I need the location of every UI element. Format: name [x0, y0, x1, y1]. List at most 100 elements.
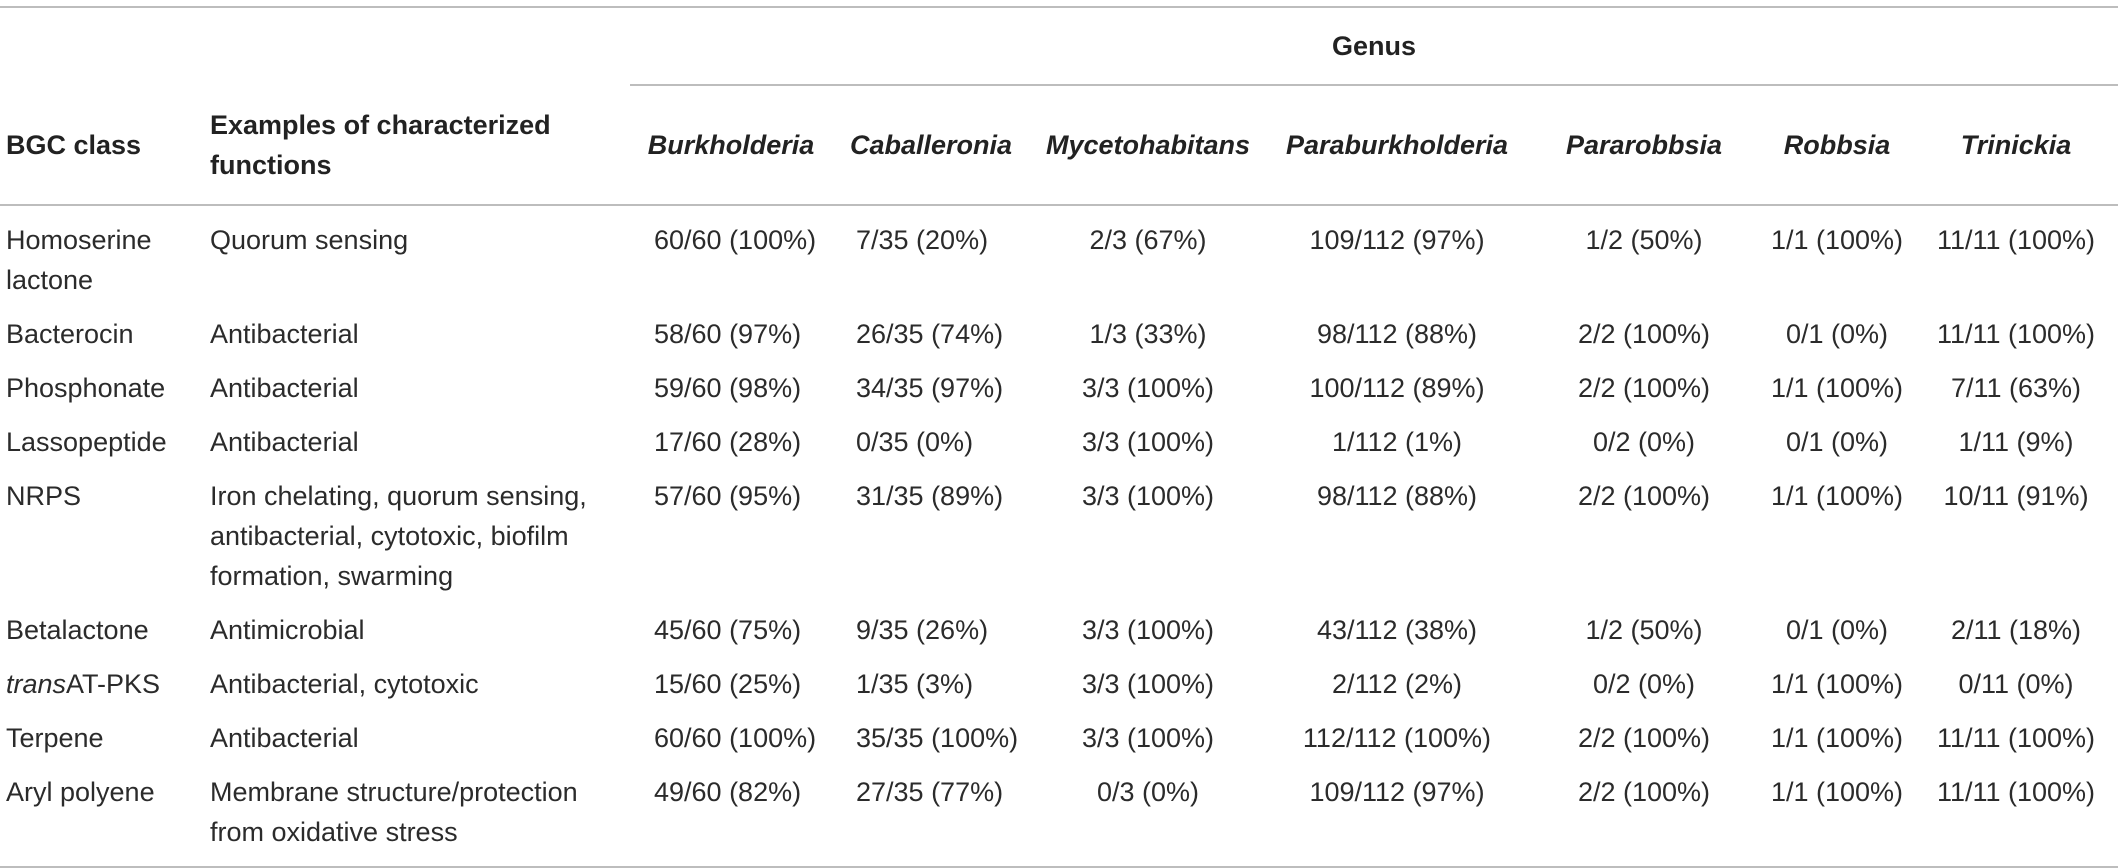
page: Genus BGC class Examples of characterize… [0, 7, 2118, 867]
header-functions: Examples of characterized functions [210, 109, 551, 180]
bgc-class-cell: Homoserine lactone [0, 205, 210, 305]
functions-cell: Antimicrobial [210, 615, 365, 645]
bgc-class-text: AT-PKS [66, 669, 161, 699]
column-header-row: BGC class Examples of characterized func… [0, 85, 2118, 205]
bgc-class-italic: trans [6, 669, 67, 699]
value-cell: 2/2 (100%) [1577, 319, 1711, 349]
value-cell: 3/3 (100%) [1081, 723, 1215, 753]
value-cell: 10/11 (91%) [1943, 481, 2089, 511]
value-cell: 17/60 (28%) [654, 427, 802, 457]
genus-header: Genus [630, 7, 2118, 86]
value-cell: 45/60 (75%) [654, 615, 802, 645]
bgc-class-text: Phosphonate [6, 373, 166, 403]
value-cell: 1/1 (100%) [1770, 723, 1904, 753]
header-genus: Paraburkholderia [1285, 130, 1509, 160]
value-cell: 11/11 (100%) [1936, 777, 2096, 807]
value-cell: 98/112 (88%) [1316, 319, 1478, 349]
value-cell: 59/60 (98%) [654, 373, 802, 403]
table-row: Aryl polyene Membrane structure/protectio… [0, 763, 2118, 867]
header-genus: Pararobbsia [1565, 130, 1723, 160]
value-cell: 1/1 (100%) [1770, 373, 1904, 403]
header-bgc-class: BGC class [6, 129, 142, 160]
table-body: Homoserine lactone Quorum sensing 60/60 (1… [0, 205, 2118, 867]
value-cell: 1/3 (33%) [1089, 319, 1207, 349]
value-cell: 60/60 (100%) [654, 225, 817, 255]
functions-cell: Quorum sensing [210, 225, 409, 255]
bgc-class-text: Lassopeptide [6, 427, 167, 457]
value-cell: 100/112 (89%) [1309, 373, 1485, 403]
value-cell: 1/1 (100%) [1770, 777, 1904, 807]
bgc-class-text: NRPS [6, 481, 82, 511]
functions-cell: Membrane structure/protection from oxida… [210, 777, 578, 847]
value-cell: 1/11 (9%) [1958, 427, 2074, 457]
value-cell: 109/112 (97%) [1309, 225, 1485, 255]
value-cell: 3/3 (100%) [1081, 373, 1215, 403]
header-genus: Mycetohabitans [1045, 130, 1251, 160]
bgc-class-cell: NRPS [0, 467, 210, 601]
bgc-table: Genus BGC class Examples of characterize… [0, 6, 2118, 868]
table-row: Bacterocin Antibacterial 58/60 (97%) 26/35 … [0, 305, 2118, 359]
value-cell: 3/3 (100%) [1081, 427, 1215, 457]
value-cell: 1/1 (100%) [1770, 481, 1904, 511]
value-cell: 2/2 (100%) [1577, 777, 1711, 807]
bgc-class-cell: transAT-PKS [0, 655, 210, 709]
value-cell: 35/35 (100%) [856, 723, 1019, 753]
value-cell: 2/2 (100%) [1577, 373, 1711, 403]
header-genus: Robbsia [1783, 130, 1891, 160]
table-row: NRPS Iron chelating, quorum sensing, anti… [0, 467, 2118, 601]
value-cell: 1/1 (100%) [1770, 669, 1904, 699]
value-cell: 0/2 (0%) [1592, 427, 1696, 457]
bgc-class-cell: Aryl polyene [0, 763, 210, 867]
value-cell: 58/60 (97%) [654, 319, 802, 349]
value-cell: 3/3 (100%) [1081, 481, 1215, 511]
value-cell: 2/11 (18%) [1950, 615, 2082, 645]
bgc-class-text: Betalactone [6, 615, 149, 645]
value-cell: 0/2 (0%) [1592, 669, 1696, 699]
value-cell: 11/11 (100%) [1936, 319, 2096, 349]
value-cell: 11/11 (100%) [1936, 723, 2096, 753]
value-cell: 9/35 (26%) [856, 615, 989, 645]
value-cell: 0/11 (0%) [1958, 669, 2074, 699]
value-cell: 1/2 (50%) [1585, 225, 1703, 255]
table-row: Lassopeptide Antibacterial 17/60 (28%) 0/35… [0, 413, 2118, 467]
value-cell: 98/112 (88%) [1316, 481, 1478, 511]
bgc-class-text: Terpene [6, 723, 104, 753]
value-cell: 7/11 (63%) [1950, 373, 2082, 403]
header-genus: Trinickia [1960, 130, 2072, 160]
functions-cell: Iron chelating, quorum sensing, antibact… [210, 481, 587, 591]
value-cell: 43/112 (38%) [1316, 615, 1478, 645]
value-cell: 11/11 (100%) [1936, 225, 2096, 255]
value-cell: 3/3 (100%) [1081, 669, 1215, 699]
table-row: Homoserine lactone Quorum sensing 60/60 (1… [0, 205, 2118, 305]
value-cell: 57/60 (95%) [654, 481, 802, 511]
value-cell: 60/60 (100%) [654, 723, 817, 753]
table-row: Terpene Antibacterial 60/60 (100%) 35/35 (1… [0, 709, 2118, 763]
header-genus: Caballeronia [849, 130, 1013, 160]
bgc-class-text: Aryl polyene [6, 777, 155, 807]
bgc-class-cell: Bacterocin [0, 305, 210, 359]
value-cell: 1/112 (1%) [1331, 427, 1463, 457]
value-cell: 15/60 (25%) [654, 669, 802, 699]
functions-cell: Antibacterial [210, 319, 359, 349]
value-cell: 7/35 (20%) [856, 225, 989, 255]
value-cell: 0/1 (0%) [1785, 615, 1889, 645]
bgc-class-cell: Phosphonate [0, 359, 210, 413]
header-genus: Burkholderia [647, 130, 815, 160]
genus-header-row: Genus [0, 7, 2118, 86]
bgc-class-cell: Terpene [0, 709, 210, 763]
value-cell: 2/3 (67%) [1089, 225, 1207, 255]
functions-cell: Antibacterial [210, 723, 359, 753]
table-row: Phosphonate Antibacterial 59/60 (98%) 34/35… [0, 359, 2118, 413]
value-cell: 109/112 (97%) [1309, 777, 1485, 807]
value-cell: 0/1 (0%) [1785, 427, 1889, 457]
value-cell: 2/2 (100%) [1577, 481, 1711, 511]
value-cell: 0/1 (0%) [1785, 319, 1889, 349]
value-cell: 2/2 (100%) [1577, 723, 1711, 753]
value-cell: 1/35 (3%) [856, 669, 974, 699]
value-cell: 1/2 (50%) [1585, 615, 1703, 645]
value-cell: 112/112 (100%) [1302, 723, 1492, 753]
value-cell: 26/35 (74%) [856, 319, 1004, 349]
bgc-class-cell: Lassopeptide [0, 413, 210, 467]
value-cell: 49/60 (82%) [654, 777, 802, 807]
value-cell: 0/35 (0%) [856, 427, 974, 457]
